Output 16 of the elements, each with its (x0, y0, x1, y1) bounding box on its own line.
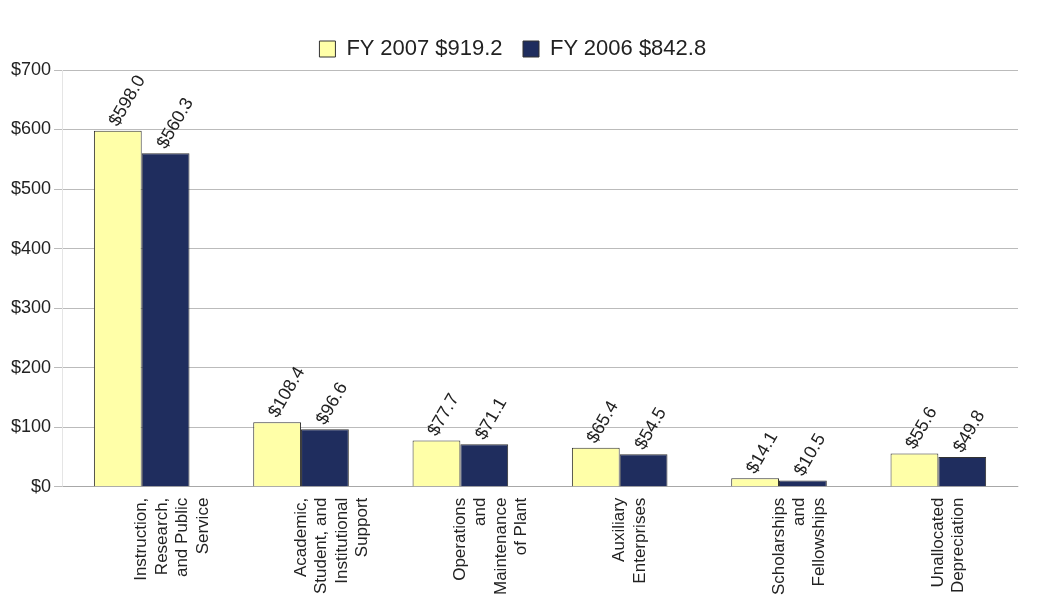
legend-label: FY 2007 $919.2 (346, 35, 503, 61)
y-tick-label: $700 (11, 58, 52, 79)
y-tick-label: $100 (11, 416, 52, 437)
x-tick-label: Operations and Maintenance of Plant (450, 497, 531, 595)
y-tick-label: $500 (11, 178, 52, 199)
x-tick-label: Unallocated Depreciation (928, 497, 968, 594)
y-tick-label: $300 (11, 297, 52, 318)
x-tick-label: Academic, Student, and Institutional Support (290, 497, 371, 595)
x-tick-label: Scholarships and Fellowships (768, 497, 829, 595)
legend-label: FY 2006 $842.8 (550, 35, 707, 61)
x-tick-label: Auxiliary Enterprises (609, 497, 649, 584)
y-tick-label: $600 (11, 118, 52, 139)
y-tick-label: $0 (31, 475, 52, 496)
y-tick-label: $200 (11, 356, 52, 377)
x-tick-label: Instruction, Research, and Public Service (131, 497, 212, 581)
y-tick-label: $400 (11, 237, 52, 258)
